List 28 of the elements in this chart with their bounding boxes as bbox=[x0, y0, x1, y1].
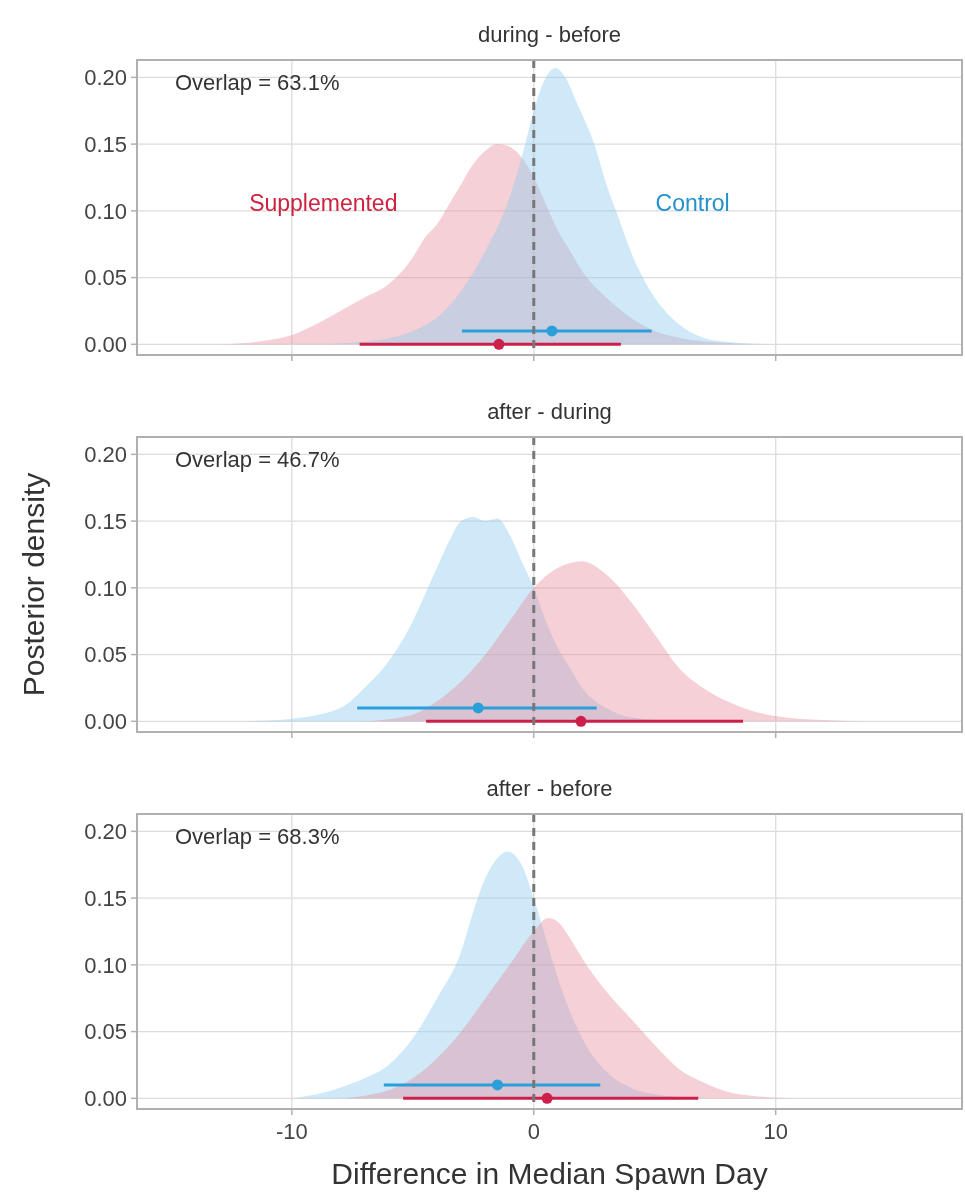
x-tick-label: 10 bbox=[763, 1119, 788, 1144]
y-tick-label: 0.20 bbox=[84, 442, 127, 468]
y-tick-label: 0.10 bbox=[84, 575, 127, 601]
y-tick-label: 0.05 bbox=[84, 1019, 127, 1045]
y-tick-label: 0.00 bbox=[84, 709, 127, 735]
chart-title: after - during bbox=[487, 399, 612, 424]
series-label: Supplemented bbox=[249, 189, 398, 216]
annotation: Overlap = 46.7% bbox=[175, 447, 340, 472]
series-label: Control bbox=[655, 189, 730, 216]
y-tick-label: 0.05 bbox=[84, 642, 127, 668]
annotation: Overlap = 63.1% bbox=[175, 70, 340, 95]
y-tick-label: 0.10 bbox=[84, 952, 127, 978]
x-tick-label: -10 bbox=[275, 1119, 308, 1144]
x-axis-title: Difference in Median Spawn Day bbox=[331, 1157, 768, 1190]
y-axis-title: Posterior density bbox=[17, 472, 50, 697]
x-tick-label: 0 bbox=[527, 1119, 540, 1144]
annotation: Overlap = 68.3% bbox=[175, 824, 340, 849]
y-tick-label: 0.10 bbox=[84, 198, 127, 224]
chart-title: after - before bbox=[486, 776, 613, 801]
y-tick-label: 0.20 bbox=[84, 819, 127, 845]
y-tick-label: 0.15 bbox=[84, 508, 127, 534]
y-tick-label: 0.15 bbox=[84, 131, 127, 157]
chart-title: during - before bbox=[477, 22, 622, 47]
y-tick-label: 0.00 bbox=[84, 332, 127, 358]
y-tick-label: 0.20 bbox=[84, 65, 127, 91]
y-tick-label: 0.15 bbox=[84, 885, 127, 911]
y-tick-label: 0.05 bbox=[84, 265, 127, 291]
y-tick-label: 0.00 bbox=[84, 1086, 127, 1112]
